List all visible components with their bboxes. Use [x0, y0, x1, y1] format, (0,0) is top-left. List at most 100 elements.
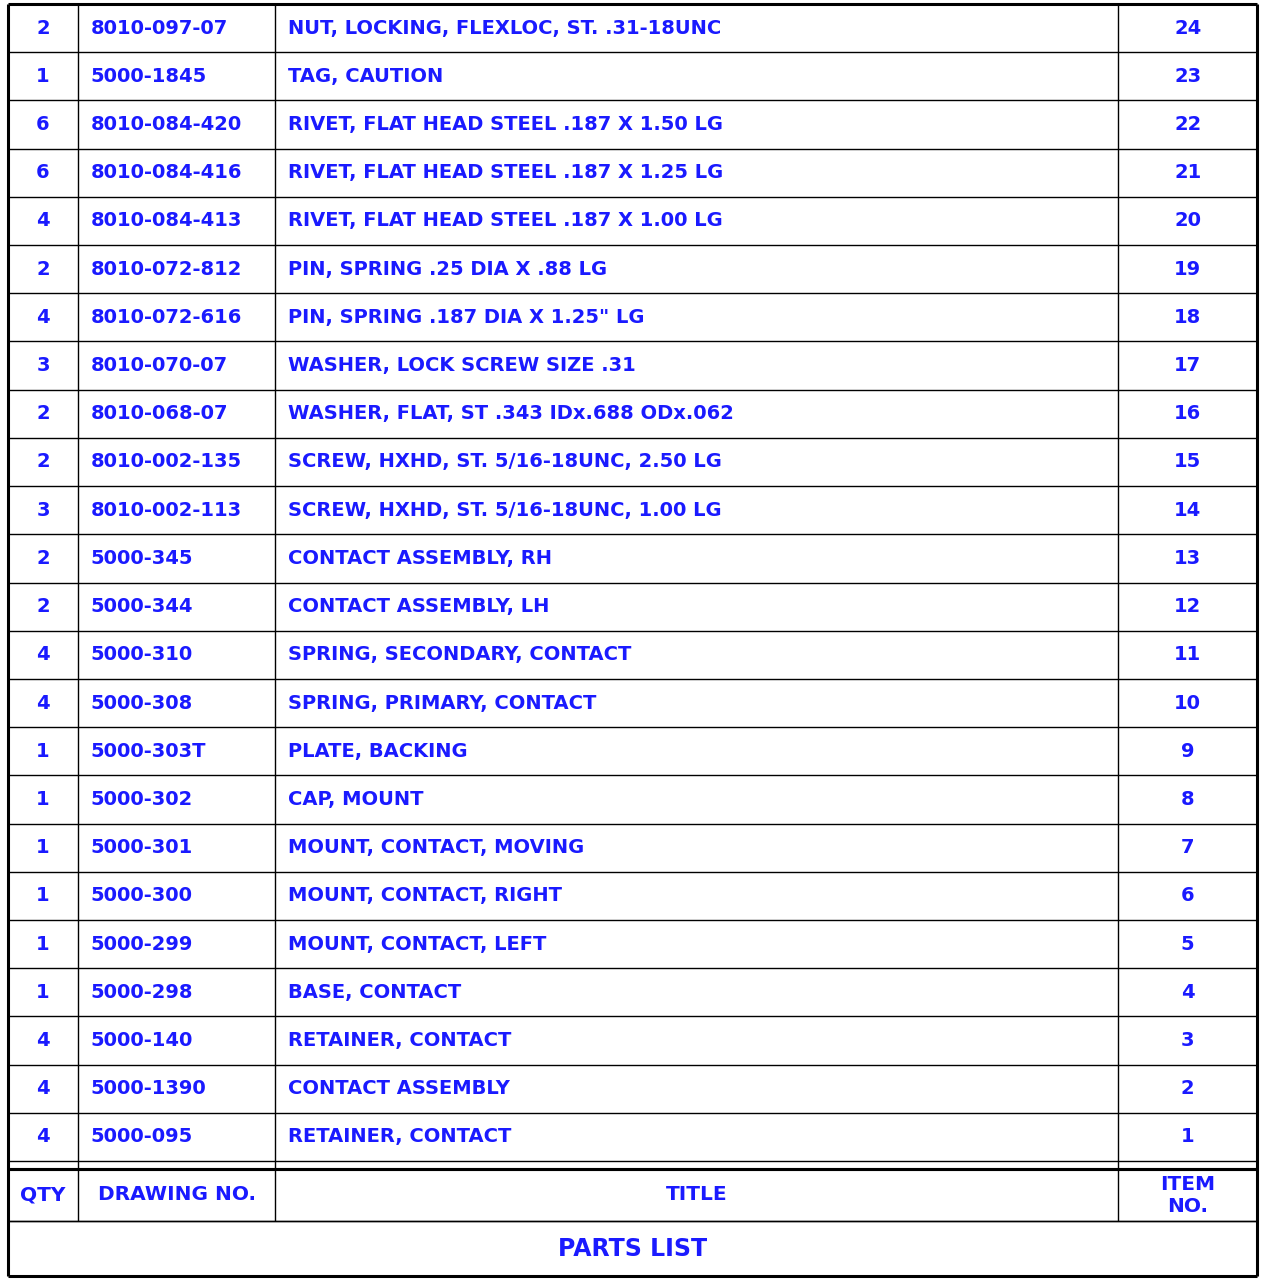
Text: 9: 9	[1182, 741, 1194, 760]
Text: 5000-302: 5000-302	[91, 790, 192, 809]
Text: 19: 19	[1174, 260, 1202, 279]
Text: 6: 6	[37, 115, 49, 134]
Text: 5000-308: 5000-308	[91, 694, 192, 713]
Text: 3: 3	[37, 500, 49, 520]
Text: 21: 21	[1174, 164, 1202, 182]
Text: 12: 12	[1174, 596, 1202, 616]
Text: 8: 8	[1180, 790, 1194, 809]
Text: 18: 18	[1174, 308, 1202, 326]
Text: NUT, LOCKING, FLEXLOC, ST. .31-18UNC: NUT, LOCKING, FLEXLOC, ST. .31-18UNC	[288, 19, 721, 37]
Text: 2: 2	[37, 596, 49, 616]
Text: 1: 1	[37, 838, 49, 858]
Text: 2: 2	[37, 19, 49, 37]
Text: 5000-298: 5000-298	[91, 983, 194, 1002]
Text: 2: 2	[37, 404, 49, 424]
Text: 5000-303T: 5000-303T	[91, 741, 206, 760]
Text: 8010-097-07: 8010-097-07	[91, 19, 228, 37]
Text: 6: 6	[1180, 886, 1194, 905]
Text: 2: 2	[1180, 1079, 1194, 1098]
Text: TAG, CAUTION: TAG, CAUTION	[288, 67, 443, 86]
Text: SCREW, HXHD, ST. 5/16-18UNC, 2.50 LG: SCREW, HXHD, ST. 5/16-18UNC, 2.50 LG	[288, 452, 722, 471]
Text: SPRING, SECONDARY, CONTACT: SPRING, SECONDARY, CONTACT	[288, 645, 631, 664]
Text: 8010-084-416: 8010-084-416	[91, 164, 242, 182]
Text: PIN, SPRING .187 DIA X 1.25" LG: PIN, SPRING .187 DIA X 1.25" LG	[288, 308, 644, 326]
Text: 5000-1390: 5000-1390	[91, 1079, 206, 1098]
Text: 10: 10	[1174, 694, 1202, 713]
Text: 24: 24	[1174, 19, 1202, 37]
Text: 8010-084-413: 8010-084-413	[91, 211, 242, 230]
Text: 5000-1845: 5000-1845	[91, 67, 207, 86]
Text: PIN, SPRING .25 DIA X .88 LG: PIN, SPRING .25 DIA X .88 LG	[288, 260, 607, 279]
Text: 1: 1	[37, 790, 49, 809]
Text: 4: 4	[37, 308, 49, 326]
Text: 1: 1	[37, 983, 49, 1002]
Text: TITLE: TITLE	[665, 1185, 727, 1204]
Text: 2: 2	[37, 452, 49, 471]
Text: 5000-095: 5000-095	[91, 1128, 192, 1147]
Text: RETAINER, CONTACT: RETAINER, CONTACT	[288, 1128, 511, 1147]
Text: WASHER, FLAT, ST .343 IDx.688 ODx.062: WASHER, FLAT, ST .343 IDx.688 ODx.062	[288, 404, 734, 424]
Text: 22: 22	[1174, 115, 1202, 134]
Text: MOUNT, CONTACT, RIGHT: MOUNT, CONTACT, RIGHT	[288, 886, 562, 905]
Text: 8010-072-812: 8010-072-812	[91, 260, 242, 279]
Text: 5000-301: 5000-301	[91, 838, 192, 858]
Text: CONTACT ASSEMBLY, LH: CONTACT ASSEMBLY, LH	[288, 596, 549, 616]
Text: PARTS LIST: PARTS LIST	[558, 1236, 707, 1261]
Text: 1: 1	[1180, 1128, 1194, 1147]
Text: 3: 3	[37, 356, 49, 375]
Text: 2: 2	[37, 260, 49, 279]
Text: 4: 4	[37, 211, 49, 230]
Text: 8010-072-616: 8010-072-616	[91, 308, 242, 326]
Text: 4: 4	[37, 645, 49, 664]
Text: 23: 23	[1174, 67, 1202, 86]
Text: 1: 1	[37, 67, 49, 86]
Text: 8010-068-07: 8010-068-07	[91, 404, 228, 424]
Text: WASHER, LOCK SCREW SIZE .31: WASHER, LOCK SCREW SIZE .31	[288, 356, 636, 375]
Text: 2: 2	[37, 549, 49, 568]
Text: 1: 1	[37, 886, 49, 905]
Text: 14: 14	[1174, 500, 1202, 520]
Text: 5000-310: 5000-310	[91, 645, 192, 664]
Text: 5000-140: 5000-140	[91, 1030, 194, 1050]
Text: 5000-345: 5000-345	[91, 549, 194, 568]
Text: RIVET, FLAT HEAD STEEL .187 X 1.00 LG: RIVET, FLAT HEAD STEEL .187 X 1.00 LG	[288, 211, 722, 230]
Text: 5000-299: 5000-299	[91, 934, 194, 954]
Text: MOUNT, CONTACT, MOVING: MOUNT, CONTACT, MOVING	[288, 838, 584, 858]
Text: 20: 20	[1174, 211, 1202, 230]
Text: MOUNT, CONTACT, LEFT: MOUNT, CONTACT, LEFT	[288, 934, 546, 954]
Text: ITEM
NO.: ITEM NO.	[1160, 1175, 1216, 1216]
Text: 4: 4	[37, 1128, 49, 1147]
Text: 16: 16	[1174, 404, 1202, 424]
Text: QTY: QTY	[20, 1185, 66, 1204]
Text: 5000-344: 5000-344	[91, 596, 194, 616]
Text: 7: 7	[1182, 838, 1194, 858]
Text: RIVET, FLAT HEAD STEEL .187 X 1.25 LG: RIVET, FLAT HEAD STEEL .187 X 1.25 LG	[288, 164, 724, 182]
Text: SPRING, PRIMARY, CONTACT: SPRING, PRIMARY, CONTACT	[288, 694, 596, 713]
Text: 6: 6	[37, 164, 49, 182]
Text: 5000-300: 5000-300	[91, 886, 192, 905]
Text: 4: 4	[37, 694, 49, 713]
Text: DRAWING NO.: DRAWING NO.	[97, 1185, 256, 1204]
Text: 8010-002-113: 8010-002-113	[91, 500, 242, 520]
Text: PLATE, BACKING: PLATE, BACKING	[288, 741, 468, 760]
Text: 5: 5	[1180, 934, 1194, 954]
Text: 15: 15	[1174, 452, 1202, 471]
Text: 8010-070-07: 8010-070-07	[91, 356, 228, 375]
Text: 1: 1	[37, 741, 49, 760]
Text: CAP, MOUNT: CAP, MOUNT	[288, 790, 424, 809]
Text: RETAINER, CONTACT: RETAINER, CONTACT	[288, 1030, 511, 1050]
Text: 17: 17	[1174, 356, 1202, 375]
Text: 8010-084-420: 8010-084-420	[91, 115, 242, 134]
Text: BASE, CONTACT: BASE, CONTACT	[288, 983, 462, 1002]
Text: CONTACT ASSEMBLY, RH: CONTACT ASSEMBLY, RH	[288, 549, 552, 568]
Text: RIVET, FLAT HEAD STEEL .187 X 1.50 LG: RIVET, FLAT HEAD STEEL .187 X 1.50 LG	[288, 115, 722, 134]
Text: 13: 13	[1174, 549, 1202, 568]
Text: CONTACT ASSEMBLY: CONTACT ASSEMBLY	[288, 1079, 510, 1098]
Text: 8010-002-135: 8010-002-135	[91, 452, 242, 471]
Text: 4: 4	[37, 1079, 49, 1098]
Text: 4: 4	[1180, 983, 1194, 1002]
Text: 1: 1	[37, 934, 49, 954]
Text: SCREW, HXHD, ST. 5/16-18UNC, 1.00 LG: SCREW, HXHD, ST. 5/16-18UNC, 1.00 LG	[288, 500, 721, 520]
Text: 11: 11	[1174, 645, 1202, 664]
Text: 4: 4	[37, 1030, 49, 1050]
